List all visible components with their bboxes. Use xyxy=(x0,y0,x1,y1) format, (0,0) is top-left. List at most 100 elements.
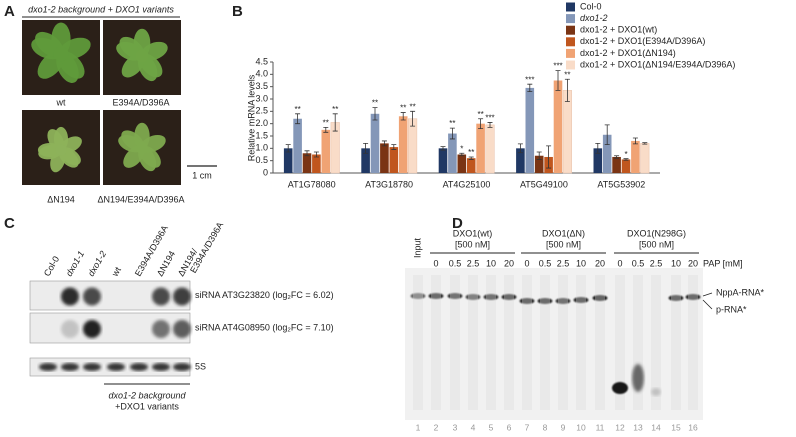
pap-label: 0.5 xyxy=(539,258,552,268)
lane-number: 12 xyxy=(615,422,625,432)
significance: ** xyxy=(372,99,378,108)
y-axis-label: Relative mRNA levels xyxy=(246,74,256,161)
error-bar xyxy=(313,151,319,158)
panel-letter: C xyxy=(4,215,15,232)
northern-blot: Col-0 dxo1-1 dxo1-2 wt E394A/D396AΔN194ΔN194… xyxy=(29,220,334,411)
blot-band xyxy=(83,320,101,338)
x-tick-label: AT5G53902 xyxy=(597,179,645,189)
photo-label: wt xyxy=(56,97,66,107)
pap-label: 20 xyxy=(504,258,514,268)
blot-band xyxy=(39,363,57,371)
group-conc: [500 nM] xyxy=(455,239,490,249)
pap-label: 20 xyxy=(595,258,605,268)
band-label: NppA-RNA* xyxy=(716,287,765,297)
error-bar xyxy=(440,146,446,151)
bar xyxy=(621,159,631,173)
bar xyxy=(525,87,535,173)
bar xyxy=(593,148,603,173)
error-bar xyxy=(527,83,533,92)
row-label: siRNA AT3G23820 (log₂FC = 6.02) xyxy=(195,290,334,300)
panel-letter: B xyxy=(232,3,243,20)
bar xyxy=(361,148,370,173)
significance: *** xyxy=(553,62,562,71)
bar xyxy=(389,147,399,173)
pap-label: 0 xyxy=(433,258,438,268)
bar xyxy=(602,134,612,173)
error-bar xyxy=(449,127,455,140)
photo-label: ΔN194 xyxy=(47,194,75,204)
significance: *** xyxy=(525,75,534,84)
y-tick-label: 1.5 xyxy=(255,130,268,140)
significance: ** xyxy=(332,105,338,114)
error-bar xyxy=(595,143,601,154)
pap-label: 10 xyxy=(486,258,496,268)
group-conc: [500 nM] xyxy=(639,239,674,249)
blot-band xyxy=(152,287,170,306)
leaf-center xyxy=(136,142,148,154)
legend-swatch xyxy=(566,48,575,58)
gel-band xyxy=(519,298,535,304)
pap-label: 0.5 xyxy=(632,258,645,268)
legend-swatch xyxy=(566,60,575,70)
lane-number: 2 xyxy=(434,422,439,432)
pap-label: 0 xyxy=(524,258,529,268)
error-bar xyxy=(400,112,406,121)
significance: ** xyxy=(468,148,474,157)
legend-swatch xyxy=(566,37,575,47)
bar xyxy=(408,118,418,174)
error-bar xyxy=(363,143,369,154)
photos xyxy=(22,20,181,185)
group-label: DXO1(ΔN) xyxy=(542,228,585,238)
y-tick-label: 0.5 xyxy=(255,155,268,165)
lane-number: 4 xyxy=(471,422,476,432)
y-tick-label: 4.5 xyxy=(255,56,268,66)
significance: * xyxy=(460,144,463,153)
error-bar xyxy=(391,144,397,150)
significance: ** xyxy=(564,70,570,79)
group-label: DXO1(N298G) xyxy=(627,228,686,238)
lane-number: 1 xyxy=(416,422,421,432)
row-label: siRNA AT4G08950 (log₂FC = 7.10) xyxy=(195,322,334,332)
gel-band xyxy=(501,294,517,300)
gel-band xyxy=(537,298,553,304)
legend-label: dxo1-2 + DXO1(E394A/D396A) xyxy=(580,36,705,46)
blot-band xyxy=(173,363,191,371)
legend-label: dxo1-2 + DXO1(ΔN194) xyxy=(580,48,676,58)
bar xyxy=(321,129,331,173)
error-bar xyxy=(468,156,474,160)
gel-band xyxy=(592,295,608,301)
significance: * xyxy=(624,150,627,159)
lane-number: 9 xyxy=(561,422,566,432)
gel-band xyxy=(573,297,589,303)
pap-label: 0.5 xyxy=(449,258,462,268)
bar xyxy=(293,118,302,173)
bar xyxy=(485,124,495,174)
gel-band xyxy=(465,294,481,300)
gel-band xyxy=(447,293,463,299)
error-bar xyxy=(564,78,570,102)
y-tick-label: 0 xyxy=(263,167,268,177)
blot-band xyxy=(152,320,170,338)
blot-band xyxy=(173,287,191,306)
lane-number: 8 xyxy=(543,422,548,432)
error-bar xyxy=(642,142,648,145)
gel-band xyxy=(555,298,571,304)
pap-label: 2.5 xyxy=(557,258,570,268)
group-label: DXO1(wt) xyxy=(453,228,493,238)
y-tick-label: 1.0 xyxy=(255,143,268,153)
legend-swatch xyxy=(566,14,575,24)
bar xyxy=(283,148,293,173)
error-bar xyxy=(555,70,561,91)
significance: ** xyxy=(294,105,300,114)
lane-number: 6 xyxy=(507,422,512,432)
lane-label: Col-0 xyxy=(42,255,61,279)
x-tick-label: AT3G18780 xyxy=(365,179,413,189)
error-bar xyxy=(332,113,338,132)
pap-label: 10 xyxy=(671,258,681,268)
bar xyxy=(631,140,640,173)
gel-band xyxy=(410,293,426,299)
gel-band xyxy=(632,364,644,392)
lane-number: 16 xyxy=(688,422,698,432)
bar xyxy=(612,156,621,173)
bar-chart: 00.51.01.52.02.53.03.54.04.5AT1G78080***… xyxy=(255,1,735,189)
